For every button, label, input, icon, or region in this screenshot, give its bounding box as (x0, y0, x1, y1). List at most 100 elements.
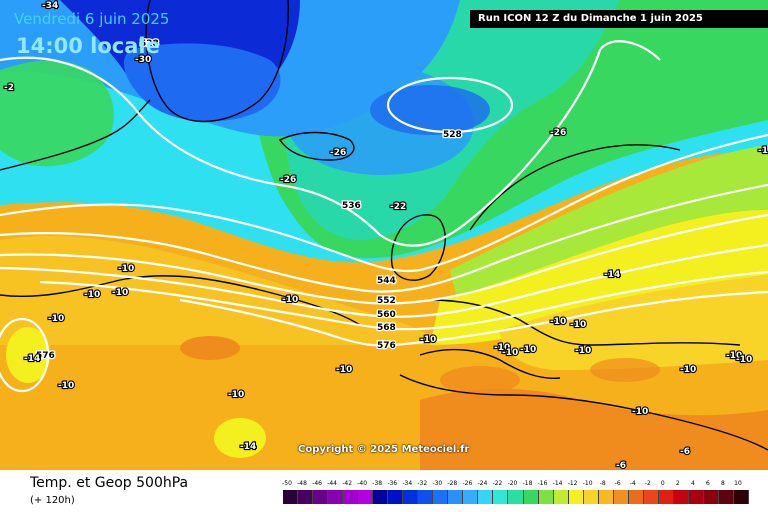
yellow-cell-south (214, 418, 266, 458)
scale-swatch (733, 490, 749, 504)
temp-label: -22 (390, 202, 406, 212)
temp-label: -26 (280, 175, 296, 185)
model-run-banner: Run ICON 12 Z du Dimanche 1 juin 2025 (470, 10, 768, 28)
temp-label: -10 (570, 320, 586, 330)
scale-tick-label: -48 (297, 480, 307, 487)
temp-label: -10 (494, 343, 510, 353)
forecast-date: Vendredi 6 juin 2025 (14, 10, 170, 28)
scale-tick-label: 8 (721, 480, 725, 487)
scale-tick-label: -22 (492, 480, 503, 487)
scale-tick-label: -10 (582, 480, 593, 487)
geo-label: 528 (140, 39, 159, 49)
scale-tick-label: -30 (432, 480, 443, 487)
scale-swatch (568, 490, 584, 504)
scale-tick-label: -28 (447, 480, 458, 487)
scale-tick-label: 4 (690, 480, 695, 487)
temp-label: -10 (228, 390, 244, 400)
scale-swatch (718, 490, 734, 504)
scale-swatch (328, 490, 344, 504)
north-africa-coast (399, 374, 768, 451)
scale-swatch (628, 490, 644, 504)
scale-swatch (583, 490, 599, 504)
scale-swatch (448, 490, 464, 504)
scale-tick-label: -24 (477, 480, 488, 487)
yellow-cell-west (6, 327, 50, 383)
isohypse-labels: 528 536 544 552 560 568 576 528 576 (35, 38, 463, 363)
scale-swatch (403, 490, 419, 504)
scandinavia-coast (469, 144, 681, 231)
temp-label: -34 (42, 1, 58, 11)
scale-tick-label: -20 (507, 480, 518, 487)
scale-swatch (643, 490, 659, 504)
temp-label: -10 (575, 346, 591, 356)
scale-swatch (283, 490, 299, 504)
geo-label: 576 (377, 341, 396, 351)
scale-swatch (343, 490, 359, 504)
scale-tick-label: -46 (312, 480, 322, 487)
iberia-coast (419, 348, 561, 380)
temperature-geopotential-map: 528 536 544 552 560 568 576 528 576 -34 … (0, 0, 768, 470)
isohypse-528-closed (386, 76, 514, 134)
isohypse-576 (179, 290, 768, 347)
temp-label: -1 (758, 146, 768, 156)
scale-swatch (433, 490, 449, 504)
scale-tick-label: 2 (675, 480, 680, 487)
scale-tick-label: -16 (537, 480, 548, 487)
norway-sea-cold-pool (370, 85, 490, 135)
temp-label: -10 (336, 365, 352, 375)
scale-swatch (313, 490, 329, 504)
temp-label: -10 (84, 290, 100, 300)
scale-tick-label: -50 (282, 480, 292, 487)
geo-label: 528 (443, 130, 462, 140)
scale-swatch (388, 490, 404, 504)
isohypse-528 (0, 40, 661, 247)
scale-swatch (598, 490, 614, 504)
temp-label: -14 (240, 442, 256, 452)
greenland-coast (145, 0, 289, 123)
iceland-coast (278, 131, 355, 161)
scale-tick-label: -38 (372, 480, 383, 487)
scale-tick-label: -42 (342, 480, 353, 487)
scale-swatch (523, 490, 539, 504)
orange-patch-2 (440, 366, 520, 394)
gold-band-east (500, 275, 768, 370)
scale-swatch (508, 490, 524, 504)
geo-label: 544 (377, 276, 396, 286)
scale-swatch (703, 490, 719, 504)
lead-time: (+ 120h) (30, 495, 75, 506)
temp-label: -10 (680, 365, 696, 375)
temp-label: -6 (680, 447, 690, 457)
temp-label: -10 (118, 264, 134, 274)
scale-tick-label: 6 (705, 480, 710, 487)
temp-label: -14 (24, 354, 40, 364)
scale-swatch (478, 490, 494, 504)
scale-tick-label: -2 (644, 480, 651, 487)
scale-tick-label: -6 (614, 480, 621, 487)
temp-label: -26 (550, 128, 566, 138)
temp-label: -10 (420, 335, 436, 345)
temp-label: -10 (550, 317, 566, 327)
parameter-title: Temp. et Geop 500hPa (30, 475, 189, 491)
scale-swatch (418, 490, 434, 504)
scale-tick-label: -4 (629, 480, 636, 487)
geo-label: 568 (377, 323, 396, 333)
temp-label: -26 (330, 148, 346, 158)
lime-band (450, 145, 768, 310)
temp-label: -10 (736, 355, 752, 365)
scale-tick-label: -14 (552, 480, 563, 487)
temp-label: -10 (112, 288, 128, 298)
temp-label: -14 (604, 270, 620, 280)
scale-tick-label: 10 (734, 480, 742, 487)
temp-label: -2 (4, 83, 14, 93)
north-america-coast (0, 275, 361, 326)
scale-swatch (553, 490, 569, 504)
forecast-time: 14:00 locale (16, 34, 160, 58)
scale-tick-label: -40 (357, 480, 368, 487)
copyright-notice: Copyright © 2025 Meteociel.fr (298, 444, 470, 455)
british-isles (390, 214, 446, 281)
temp-label: -10 (726, 351, 742, 361)
isohypses (0, 40, 768, 393)
geo-label: 576 (36, 351, 55, 361)
scale-swatch (658, 490, 674, 504)
